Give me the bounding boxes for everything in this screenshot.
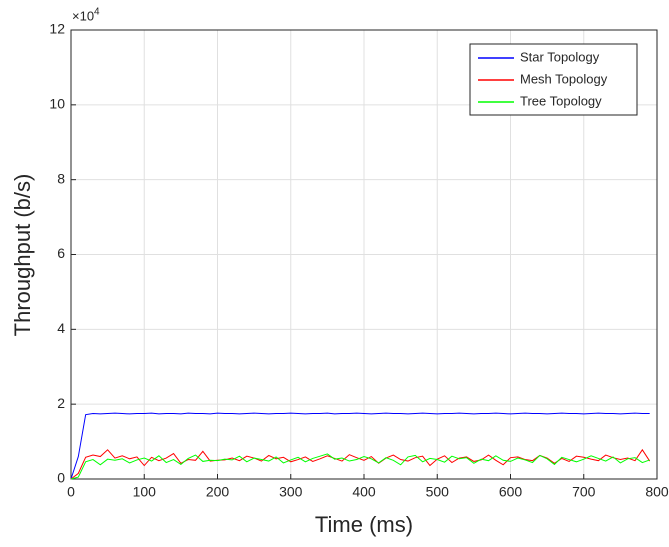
legend-label: Mesh Topology xyxy=(520,71,608,86)
y-tick-label: 4 xyxy=(57,320,65,336)
y-tick-label: 12 xyxy=(49,21,65,37)
y-tick-label: 10 xyxy=(49,96,65,112)
y-exponent-base: ×10 xyxy=(72,8,94,23)
x-axis-label: Time (ms) xyxy=(315,512,413,537)
x-tick-label: 700 xyxy=(572,484,596,500)
x-tick-label: 400 xyxy=(352,484,376,500)
y-tick-label: 8 xyxy=(57,170,65,186)
legend-label: Tree Topology xyxy=(520,93,602,108)
x-tick-label: 100 xyxy=(133,484,157,500)
y-exponent-power: 4 xyxy=(94,7,100,18)
y-tick-label: 2 xyxy=(57,395,65,411)
x-tick-label: 600 xyxy=(499,484,523,500)
y-tick-label: 6 xyxy=(57,245,65,261)
x-tick-label: 200 xyxy=(206,484,230,500)
legend-label: Star Topology xyxy=(520,49,600,64)
series-line xyxy=(70,412,650,480)
x-tick-label: 500 xyxy=(426,484,450,500)
x-tick-label: 300 xyxy=(279,484,303,500)
x-tick-label: 800 xyxy=(645,484,669,500)
series-line xyxy=(70,448,651,480)
x-tick-label: 0 xyxy=(67,484,75,500)
y-axis-label: Throughput (b/s) xyxy=(10,174,35,337)
y-tick-label: 0 xyxy=(57,470,65,486)
series-line xyxy=(70,453,650,480)
plot-frame xyxy=(70,29,658,480)
